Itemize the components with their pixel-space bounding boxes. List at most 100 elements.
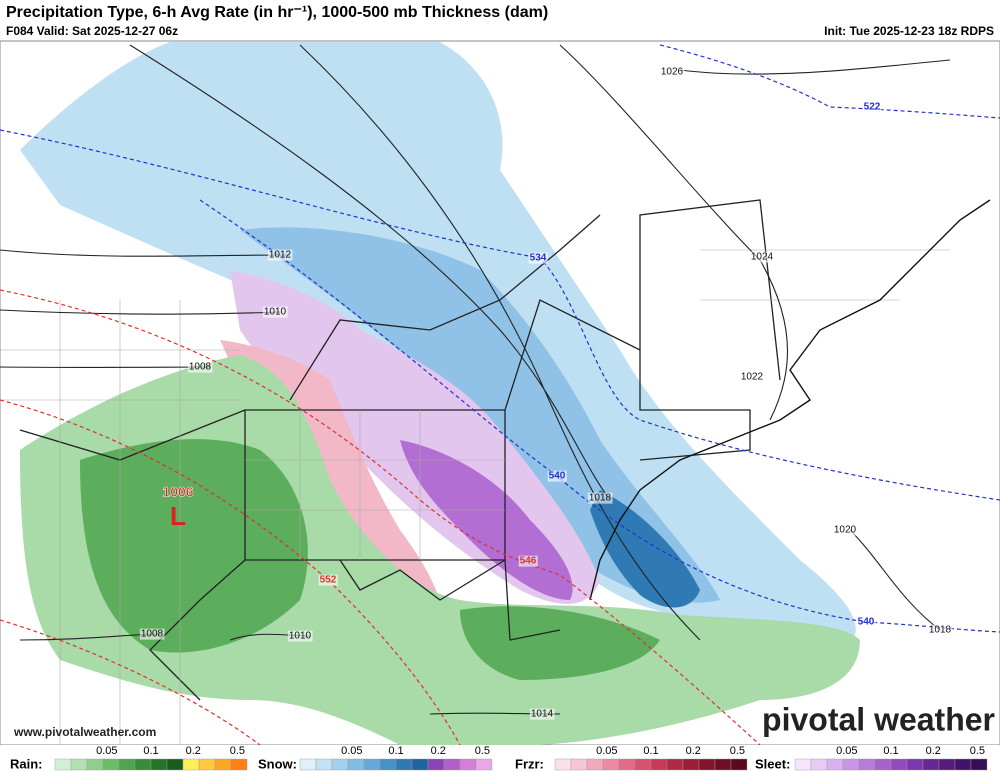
legend-tick: 0.5 [730, 745, 745, 757]
legend-label: Rain: [10, 756, 43, 771]
legend-swatch [874, 758, 892, 771]
legend-swatch [666, 758, 684, 771]
legend-tick: 0.2 [431, 745, 446, 757]
label-background [318, 574, 338, 586]
legend-swatch [443, 758, 461, 771]
legend-label: Sleet: [755, 756, 790, 771]
thickness-label: 522 [864, 102, 881, 113]
legend-swatch [954, 758, 972, 771]
legend-tick: 0.2 [686, 745, 701, 757]
label-background [856, 616, 876, 628]
label-background [287, 630, 313, 642]
website: www.pivotalweather.com [13, 725, 156, 739]
map-labels: 1026 1024 1022 1020 1018 1018 1012 1010 1010 1008… [139, 66, 953, 720]
pressure-label: 1026 [661, 67, 684, 78]
legend-swatch [427, 758, 445, 771]
legend-swatch [347, 758, 365, 771]
legend-tick: 0.2 [926, 745, 941, 757]
thickness-label: 540 [858, 617, 875, 628]
legend-swatch [586, 758, 604, 771]
legend-swatch [102, 758, 120, 771]
pressure-label: 1014 [531, 709, 554, 720]
legend-swatch [134, 758, 152, 771]
label-background [267, 249, 293, 261]
legend-swatch [182, 758, 200, 771]
map-area: 1026 1024 1022 1020 1018 1018 1012 1010 1010 1008… [0, 40, 1000, 746]
pressure-label: 1010 [289, 631, 312, 642]
legend-swatch [698, 758, 716, 771]
legend-swatch [842, 758, 860, 771]
legend-swatch [198, 758, 216, 771]
pressure-label: 1018 [589, 493, 612, 504]
isobars [0, 44, 951, 715]
legend-swatch [570, 758, 588, 771]
legend-tick: 0.5 [970, 745, 985, 757]
legend-swatch [166, 758, 184, 771]
pressure-label: 1010 [264, 307, 287, 318]
legend-tick: 0.05 [96, 745, 117, 757]
legend-tick: 0.05 [596, 745, 617, 757]
legend-tick: 0.1 [388, 745, 403, 757]
snow-heavy [590, 490, 700, 608]
legend-swatch [826, 758, 844, 771]
label-background [927, 624, 953, 636]
rain-moderate-east [460, 606, 660, 680]
county-lines [0, 249, 950, 745]
legend-swatch [214, 758, 232, 771]
pressure-label: 1024 [751, 252, 774, 263]
legend-swatch [554, 758, 572, 771]
legend-label: Frzr: [515, 756, 544, 771]
label-background [187, 361, 213, 373]
legend-swatch [315, 758, 333, 771]
label-background [739, 371, 765, 383]
legend-swatch [395, 758, 413, 771]
thickness-red [0, 289, 761, 746]
label-background [862, 101, 882, 113]
pressure-label: 1008 [141, 629, 164, 640]
legend-tick: 0.1 [883, 745, 898, 757]
legend-swatch [682, 758, 700, 771]
thickness-label: 546 [520, 556, 537, 567]
legend-tick: 0.1 [643, 745, 658, 757]
pressure-label: 1018 [929, 625, 952, 636]
valid-time: F084 Valid: Sat 2025-12-27 06z [6, 24, 178, 38]
label-background [547, 470, 567, 482]
label-background [139, 628, 165, 640]
thickness-label: 540 [549, 471, 566, 482]
legend-tick: 0.1 [143, 745, 158, 757]
legend-swatch [230, 758, 248, 771]
legend-swatch [411, 758, 429, 771]
pressure-label: 1012 [269, 250, 292, 261]
rain-moderate [80, 439, 308, 653]
coastline [589, 199, 991, 601]
legend-swatch [922, 758, 940, 771]
legend-tick: 0.5 [230, 745, 245, 757]
low-pressure: 1006 [162, 484, 193, 500]
pressure-label: 1008 [189, 362, 212, 373]
label-background [529, 708, 555, 720]
legend-swatch [70, 758, 88, 771]
legend-swatch [714, 758, 732, 771]
legend-tick: 0.5 [475, 745, 490, 757]
legend-swatch [890, 758, 908, 771]
legend-swatch [810, 758, 828, 771]
init-time: Init: Tue 2025-12-23 18z RDPS [824, 24, 994, 38]
legend-swatch [906, 758, 924, 771]
legend-tick: 0.05 [836, 745, 857, 757]
label-background [749, 251, 775, 263]
label-background [262, 306, 288, 318]
legend-swatch [379, 758, 397, 771]
low-symbol: L [170, 501, 186, 531]
legend-swatch [730, 758, 748, 771]
legend-swatch [618, 758, 636, 771]
pressure-label: 1020 [834, 525, 857, 536]
title: Precipitation Type, 6-h Avg Rate (in hr⁻… [6, 4, 548, 21]
legend-swatch [858, 758, 876, 771]
pressure-label: 1022 [741, 372, 764, 383]
legend-swatch [459, 758, 477, 771]
legend-swatch [150, 758, 168, 771]
legend-swatch [970, 758, 988, 771]
label-background [832, 524, 858, 536]
legend-label: Snow: [258, 756, 297, 771]
